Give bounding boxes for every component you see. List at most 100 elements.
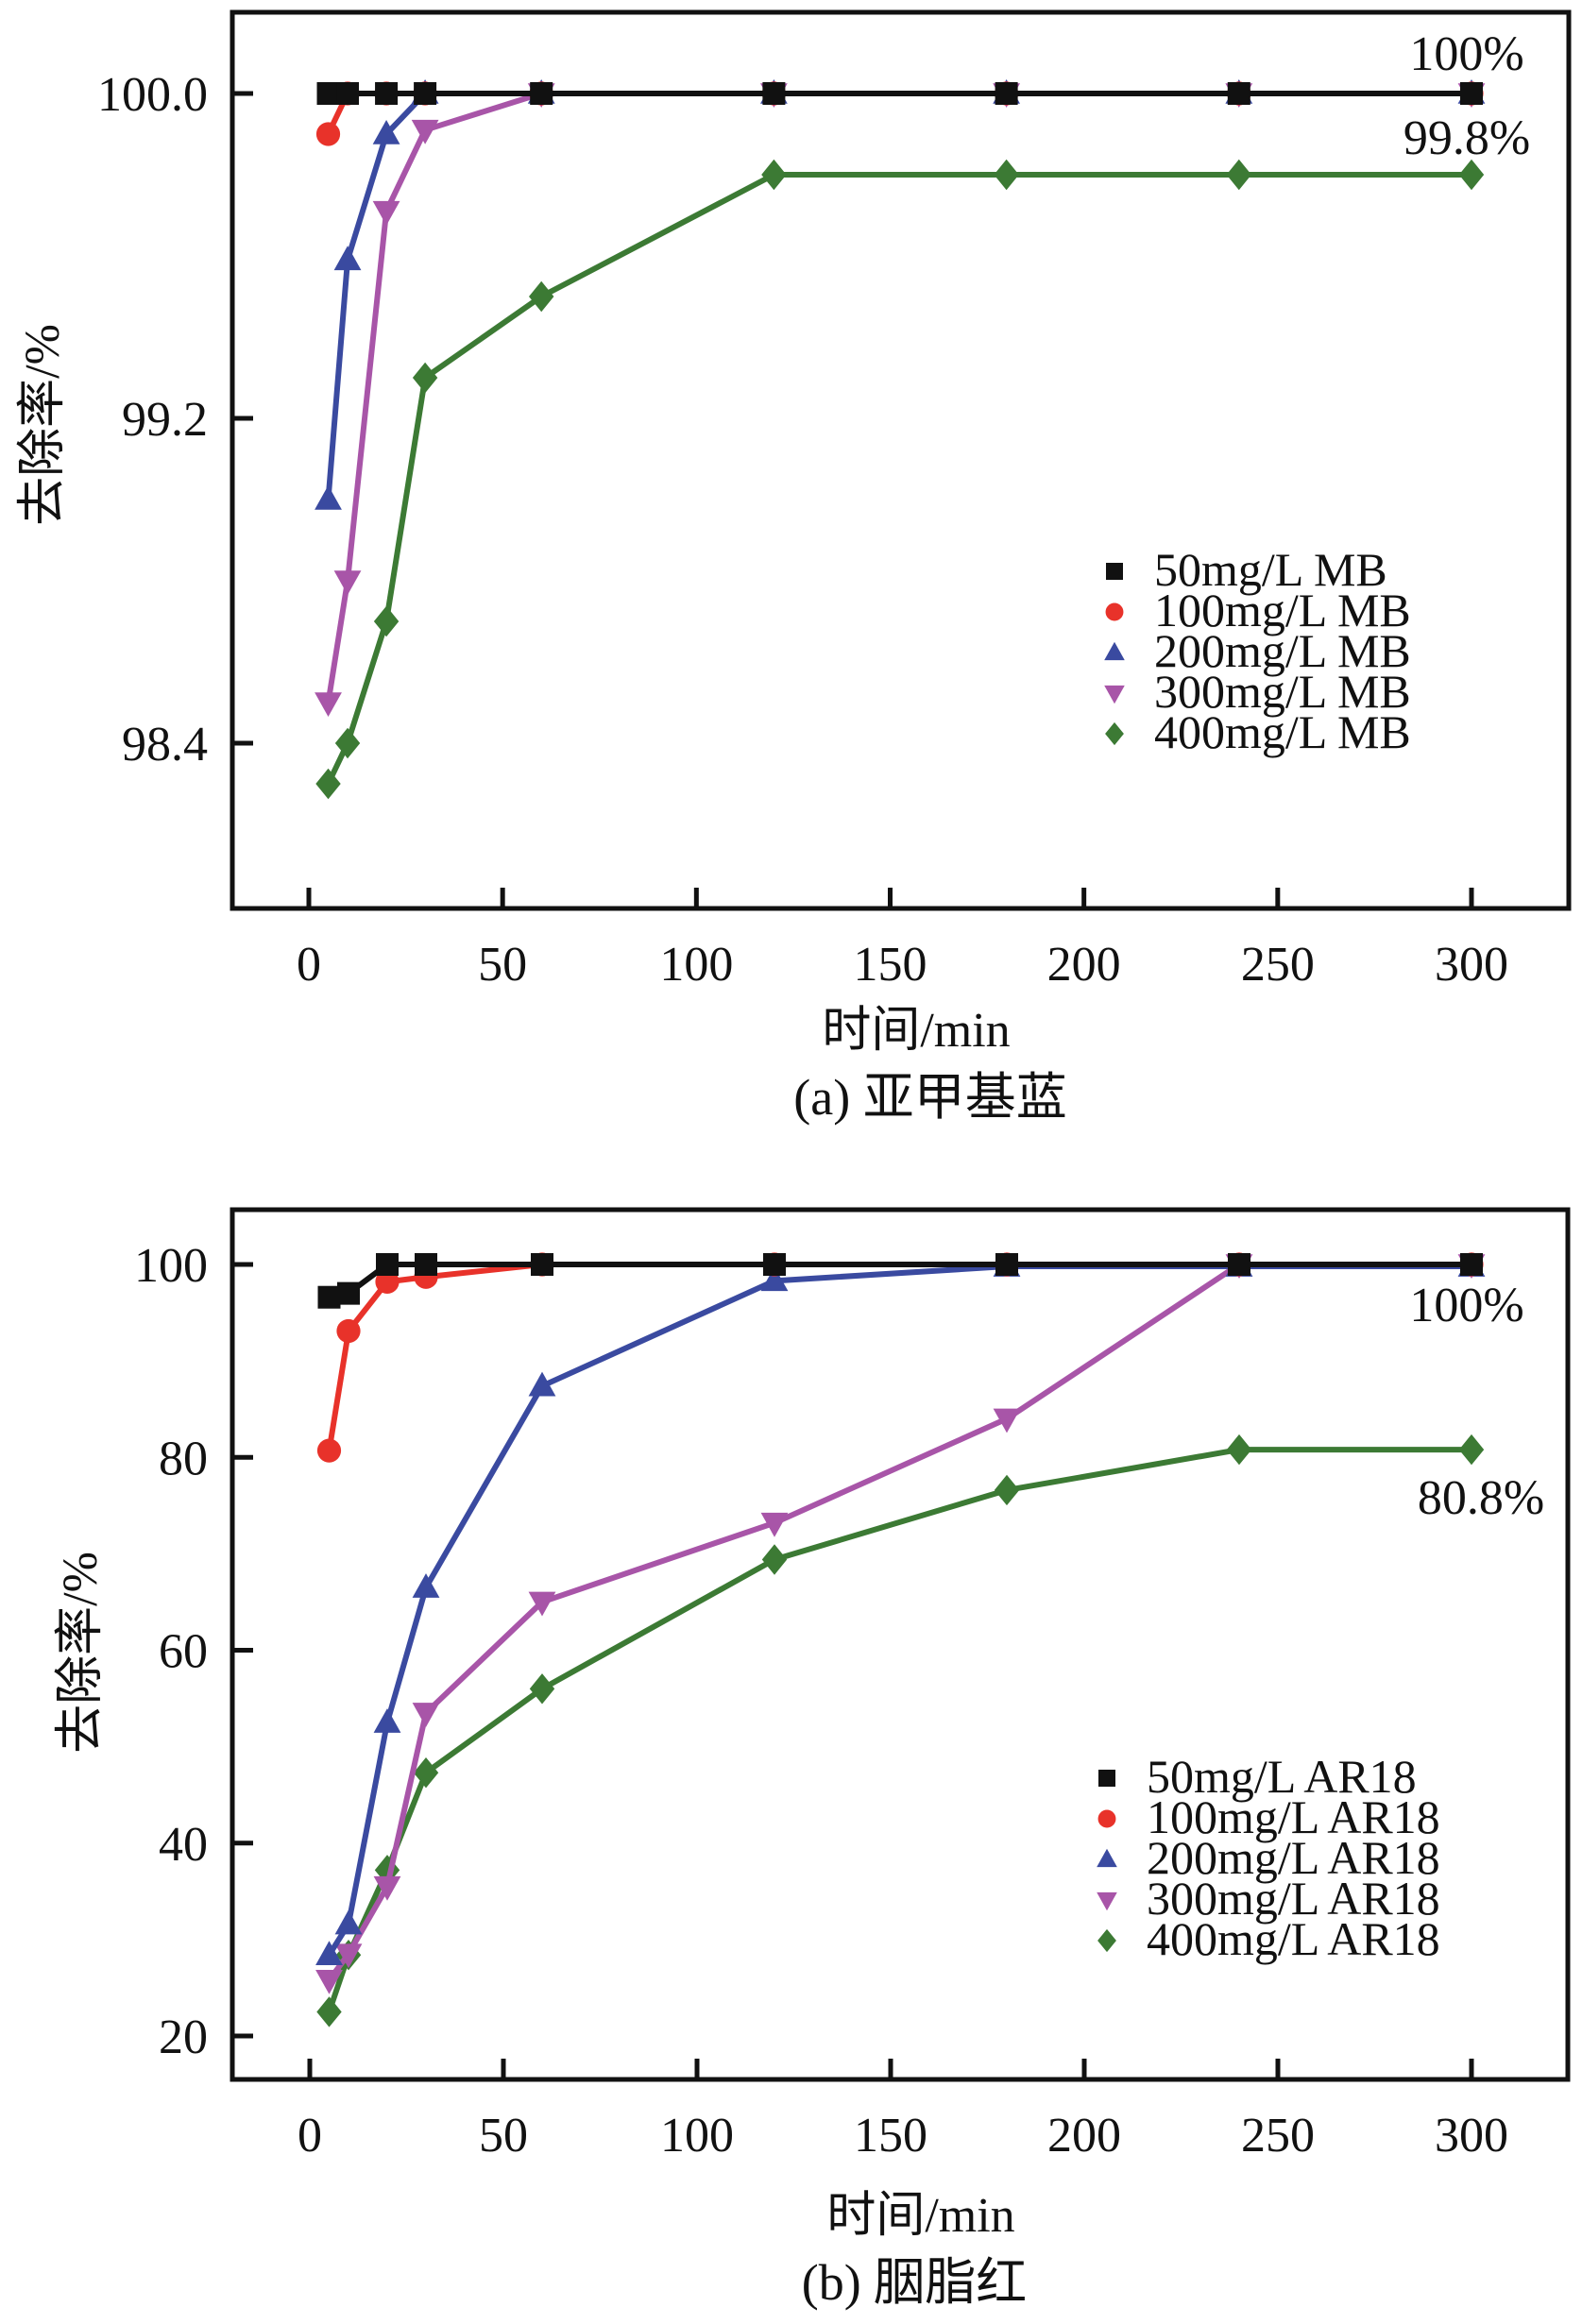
data-point-b-4-7 [1226,1433,1252,1466]
annotation-b-0: 100% [1409,1279,1523,1332]
x-tick-label-a: 0 [297,938,321,992]
data-point-b-4-5 [761,1544,788,1575]
ticks-b: 0 50 100 150 200 250 300 20 40 60 80 100 [134,1239,1508,2163]
data-point-a-0-5 [762,82,786,105]
data-point-a-2-1 [333,246,362,271]
y-tick-label-b: 100 [134,1239,208,1293]
x-axis-label-b: 时间/min [826,2189,1014,2243]
data-point-a-0-7 [1227,82,1250,105]
data-point-a-1-0 [315,122,341,146]
data-point-a-0-6 [995,82,1018,105]
data-point-b-0-0 [317,1285,341,1309]
y-tick-label-a: 100.0 [97,68,208,122]
data-point-b-0-7 [1228,1253,1250,1276]
y-tick-label-a: 99.2 [122,393,208,447]
annotations-a: 100% 99.8% [1403,27,1530,165]
plot-area-a [315,79,1486,800]
legend-label-a-0: 50mg/L MB [1154,543,1387,596]
chart-panel-b: 0 50 100 150 200 250 300 20 40 60 80 100 时间/min 去除率… [54,1207,1571,2311]
x-tick-label-a: 300 [1435,938,1508,992]
annotation-b-1: 80.8% [1418,1471,1544,1525]
legend-label-a-3: 300mg/L MB [1154,665,1411,718]
legend-label-b-3: 300mg/L AR18 [1147,1872,1440,1925]
data-point-b-1-2 [375,1269,400,1294]
series-a-0 [316,82,1483,105]
data-point-a-4-3 [412,362,438,394]
caption-b: (b) 胭脂红 [802,2254,1027,2311]
data-point-a-4-1 [334,727,361,759]
annotation-a-1: 99.8% [1403,111,1530,165]
data-point-a-0-8 [1460,82,1483,105]
data-point-a-3-0 [315,692,342,717]
axes-frame-b [230,1207,1571,2082]
y-tick-label-b: 20 [159,2010,208,2064]
data-point-b-3-1 [334,1943,363,1969]
data-point-a-4-7 [1226,159,1251,191]
legend-label-b-4: 400mg/L AR18 [1147,1912,1440,1965]
legend-marker-a-4 [1105,721,1124,746]
y-tick-label-b: 60 [159,1625,208,1679]
x-tick-label-a: 50 [478,938,527,992]
data-point-b-3-0 [315,1969,343,1994]
data-point-b-4-6 [994,1474,1020,1506]
x-tick-label-a: 200 [1047,938,1121,992]
x-tick-label-a: 250 [1241,938,1315,992]
legend-item-a-0: 50mg/L MB [1106,543,1387,596]
x-tick-label-b: 50 [479,2109,528,2163]
data-point-b-1-0 [316,1438,342,1463]
series-b-1 [316,1252,1484,1463]
y-axis-label-a: 去除率/% [16,324,70,526]
series-b-0 [317,1253,1483,1309]
legend-label-a-1: 100mg/L MB [1154,584,1411,636]
caption-a: (a) 亚甲基蓝 [793,1069,1066,1126]
x-tick-label-b: 150 [854,2109,927,2163]
data-point-b-0-4 [531,1253,553,1276]
data-point-b-4-4 [529,1673,555,1705]
legend-item-a-3: 300mg/L MB [1104,665,1411,718]
data-point-b-2-4 [528,1371,556,1397]
legend-marker-b-1 [1097,1809,1116,1828]
data-point-b-0-1 [337,1281,360,1305]
annotations-b: 100% 80.8% [1409,1279,1544,1525]
data-point-b-2-0 [315,1941,343,1966]
legend-item-b-4: 400mg/L AR18 [1097,1912,1440,1965]
data-point-b-2-3 [412,1573,440,1598]
data-point-a-0-0 [316,82,340,105]
legend-item-a-1: 100mg/L MB [1105,584,1411,636]
data-point-b-0-8 [1460,1253,1483,1276]
series-line-a-2 [325,91,1471,500]
legend-marker-b-3 [1097,1891,1117,1911]
legend-item-b-0: 50mg/L AR18 [1098,1750,1417,1803]
data-point-a-4-2 [373,605,400,637]
x-tick-label-b: 0 [298,2109,322,2163]
series-a-4 [315,159,1485,800]
data-point-b-3-6 [993,1408,1021,1433]
legend-label-a-4: 400mg/L MB [1154,705,1411,758]
legend-marker-b-2 [1097,1848,1117,1868]
ticks-a: 0 50 100 150 200 250 300 98.4 99.2 100.0 [97,68,1508,992]
legend-label-b-0: 50mg/L AR18 [1147,1750,1417,1803]
data-point-a-4-5 [761,159,787,191]
legend-item-b-1: 100mg/L AR18 [1097,1790,1440,1843]
data-point-a-2-2 [372,120,400,144]
annotation-a-0: 100% [1409,27,1523,81]
legend-label-b-2: 200mg/L AR18 [1147,1831,1440,1884]
series-line-b-1 [326,1262,1471,1451]
x-tick-label-b: 300 [1435,2109,1508,2163]
data-point-a-4-4 [529,280,554,313]
data-point-a-3-2 [372,200,400,226]
data-point-b-4-3 [413,1756,439,1789]
series-b-3 [315,1254,1486,1994]
data-point-b-4-8 [1458,1433,1485,1466]
chart-panel-a: 0 50 100 150 200 250 300 98.4 99.2 100.0 时间/min 去… [16,9,1572,1126]
data-point-a-0-4 [530,82,553,105]
data-point-b-0-3 [415,1253,437,1276]
legend-marker-a-1 [1105,602,1124,621]
legend-item-a-4: 400mg/L MB [1105,705,1411,758]
data-point-b-3-2 [373,1875,401,1901]
legend-marker-a-3 [1104,685,1125,704]
x-tick-label-b: 250 [1241,2109,1315,2163]
data-point-b-4-0 [316,1996,342,2027]
